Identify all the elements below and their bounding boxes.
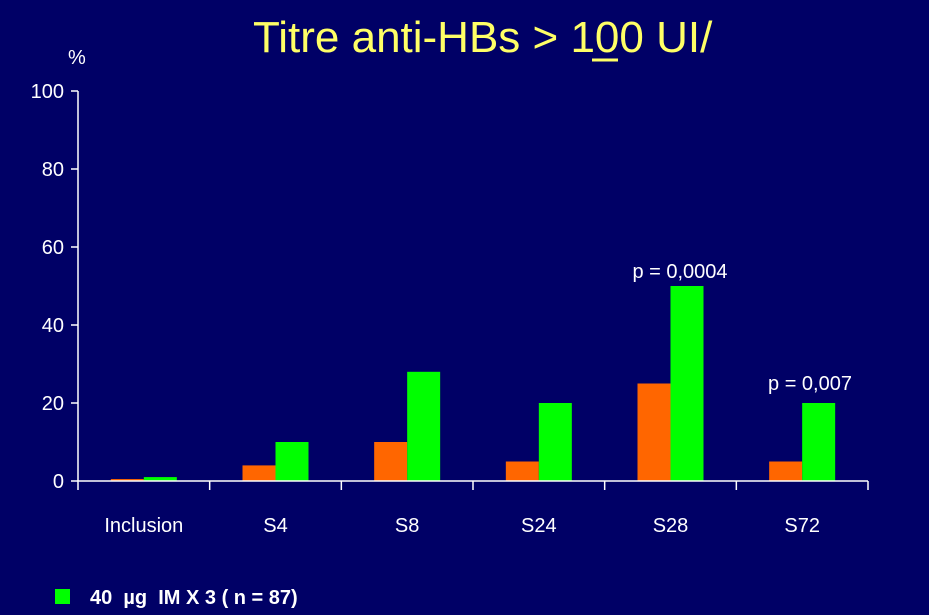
bar xyxy=(374,442,408,481)
bar xyxy=(143,477,177,481)
bar xyxy=(242,465,276,481)
x-tick-label: S72 xyxy=(784,515,820,537)
bar xyxy=(110,479,144,481)
x-tick-label: Inclusion xyxy=(104,515,183,537)
legend-label: 40 µg IM X 3 ( n = 87) xyxy=(90,587,298,609)
x-tick-label: S4 xyxy=(263,515,287,537)
y-tick-label: 80 xyxy=(42,159,64,181)
y-tick-label: 100 xyxy=(31,81,64,103)
y-axis-label: % xyxy=(68,47,86,69)
bar xyxy=(637,383,671,481)
y-tick-label: 0 xyxy=(53,471,64,493)
bar xyxy=(538,403,572,481)
y-tick-label: 60 xyxy=(42,237,64,259)
bar xyxy=(275,442,309,481)
legend-swatch xyxy=(55,589,70,604)
y-tick-label: 40 xyxy=(42,315,64,337)
x-tick-label: S24 xyxy=(521,515,557,537)
annotation: p = 0,0004 xyxy=(632,261,727,283)
y-tick-label: 20 xyxy=(42,393,64,415)
x-tick-label: S28 xyxy=(653,515,689,537)
bar xyxy=(769,461,803,481)
bar xyxy=(505,461,539,481)
x-tick-label: S8 xyxy=(395,515,419,537)
chart-title: Titre anti-HBs > 100 UI/ xyxy=(253,13,713,62)
bar xyxy=(670,286,704,481)
bar xyxy=(407,371,441,481)
annotation: p = 0,007 xyxy=(768,373,852,395)
bar xyxy=(802,403,836,481)
